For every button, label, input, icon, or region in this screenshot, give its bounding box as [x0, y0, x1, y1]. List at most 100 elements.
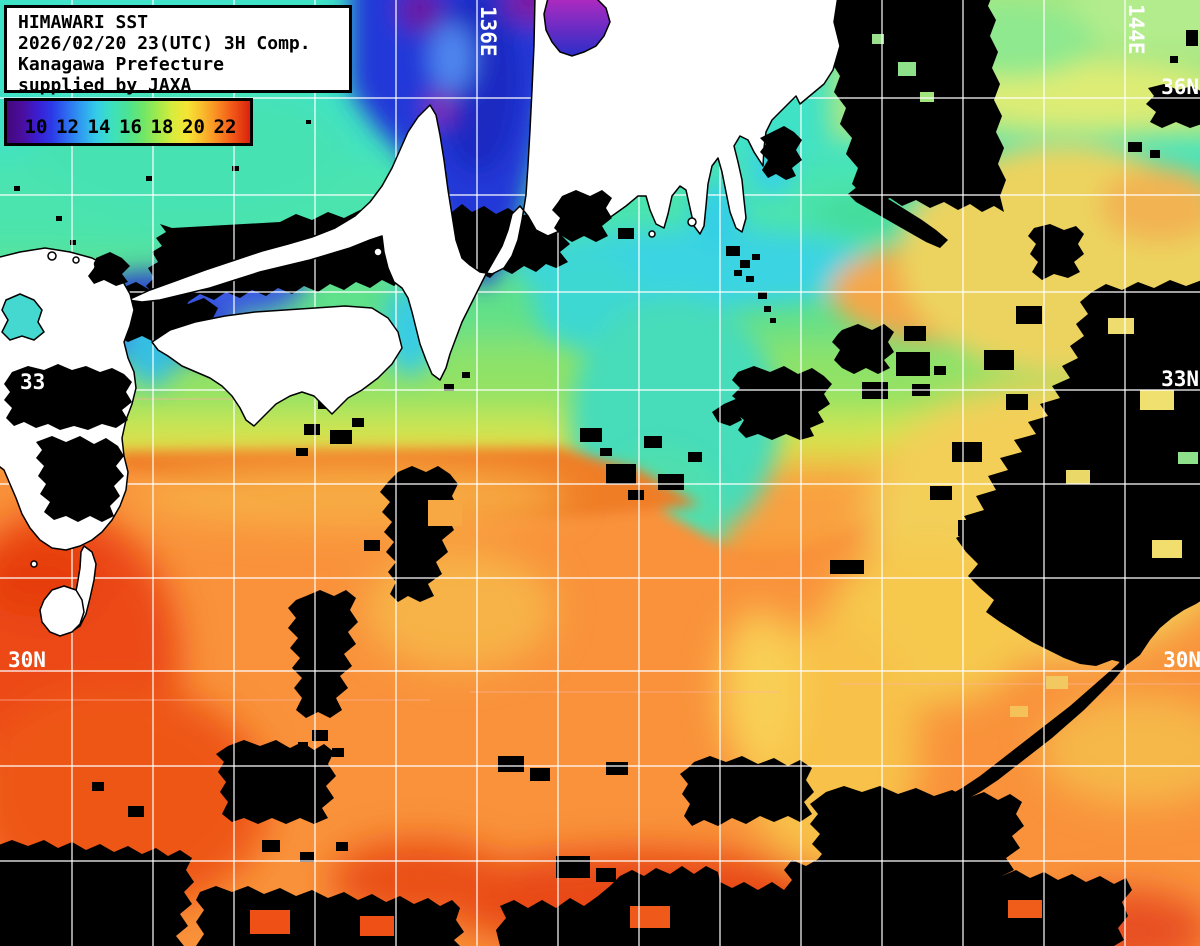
- cloud-hole: [898, 62, 916, 76]
- cloud-speck: [70, 240, 76, 245]
- cloud-blob: [1146, 84, 1200, 128]
- cloud-speck: [56, 216, 62, 221]
- lat-label-33n-right: 33N: [1161, 367, 1199, 391]
- cloud-speck: [1016, 306, 1042, 324]
- cloud-speck: [462, 372, 470, 378]
- cloud-izu-island: [758, 292, 767, 299]
- cold-lake-bay: [543, 0, 611, 57]
- cloud-speck: [306, 120, 311, 124]
- title-line-4: supplied by JAXA: [18, 75, 192, 96]
- cloud-speck: [596, 868, 616, 882]
- land-islet: [30, 560, 38, 568]
- sea-region: [1070, 0, 1200, 50]
- cloud-hole: [360, 916, 394, 936]
- cloud-speck: [1128, 142, 1142, 152]
- cloud-streak: [848, 186, 948, 248]
- cloud-hachijo: [732, 366, 832, 440]
- title-box: HIMAWARI SST 2026/02/20 23(UTC) 3H Comp.…: [4, 5, 352, 96]
- cloud-izu-island: [752, 254, 760, 260]
- cloud-speck: [658, 474, 684, 490]
- cloud-izu-island: [746, 276, 754, 282]
- land-islet: [648, 230, 656, 238]
- lon-label-136e: 136E: [476, 6, 500, 57]
- land-islet: [687, 217, 697, 227]
- cloud-blob: [288, 590, 358, 718]
- cloud-speck: [530, 768, 550, 781]
- cloud-hole: [872, 34, 884, 44]
- sea-region: [720, 610, 800, 770]
- cloud-speck: [688, 452, 702, 462]
- cloud-bottom-left: [0, 840, 194, 946]
- colorbar-tick-18: 18: [151, 116, 174, 138]
- cloud-speck: [1170, 56, 1178, 63]
- cloud-speck: [304, 424, 320, 435]
- cloud-hole: [1140, 390, 1174, 410]
- title-line-1: HIMAWARI SST: [18, 12, 148, 33]
- cloud-speck: [1186, 30, 1198, 46]
- colorbar-tick-22: 22: [214, 116, 237, 138]
- cloud-izu-island: [764, 306, 771, 312]
- lon-label-144e: 144E: [1124, 4, 1148, 55]
- sea-region: [1040, 695, 1200, 805]
- sea-region: [960, 63, 1200, 127]
- cloud-ise: [552, 190, 612, 242]
- cloud-cluster: [832, 324, 894, 374]
- colorbar-tick-20: 20: [182, 116, 205, 138]
- cloud-hole: [1046, 676, 1068, 689]
- cloud-speck: [952, 442, 982, 462]
- land-yakushima: [39, 585, 85, 637]
- title-line-3: Kanagawa Prefecture: [18, 54, 224, 75]
- cloud-speck: [300, 852, 314, 862]
- cloud-hole: [428, 500, 462, 526]
- cloud-bottom-center: [680, 756, 814, 826]
- cloud-hole: [1108, 318, 1134, 334]
- land-shikoku: [151, 305, 403, 427]
- cloud-33-island: [4, 364, 132, 430]
- cloud-hole: [1010, 706, 1028, 717]
- cloud-speck: [958, 520, 984, 536]
- cloud-speck: [312, 730, 328, 741]
- cloud-hole: [250, 910, 290, 934]
- cloud-speck: [1006, 394, 1028, 410]
- sea-purple-patch: [398, 0, 442, 32]
- cloud-speck: [262, 840, 280, 852]
- cloud-kanto: [760, 126, 802, 180]
- land-islet: [373, 247, 383, 257]
- cloud-top-right-mass: [826, 0, 1006, 212]
- sea-region: [430, 23, 474, 93]
- title-line-2: 2026/02/20 23(UTC) 3H Comp.: [18, 33, 311, 54]
- cloud-hole: [1066, 470, 1090, 484]
- cloud-speck: [606, 762, 628, 775]
- colorbar-tick-12: 12: [56, 116, 79, 138]
- cloud-speck: [332, 748, 344, 757]
- land-islet: [47, 251, 57, 261]
- cloud-speck: [556, 856, 590, 878]
- cloud-speck: [364, 540, 380, 551]
- cloud-speck: [984, 350, 1014, 370]
- cloud-speck: [296, 448, 308, 456]
- cloud-speck: [92, 782, 104, 791]
- cloud-speck: [14, 186, 20, 191]
- cloud-izu-island: [734, 270, 742, 276]
- cloud-speck: [930, 486, 952, 500]
- cloud-speck: [336, 842, 348, 851]
- cloud-blob: [1028, 224, 1084, 280]
- lat-label-30n-right: 30N: [1163, 648, 1200, 672]
- land-cloud-layer: [4, 126, 802, 522]
- cloud-speck: [904, 326, 926, 341]
- colorbar-gradient: [4, 98, 253, 146]
- land-honshu: [127, 0, 841, 381]
- cloud-speck: [580, 428, 602, 442]
- cloud-speck: [628, 490, 644, 500]
- title-box-frame: [4, 5, 352, 93]
- land-islet: [72, 256, 80, 264]
- grid-labels: 136E 144E 36N 33N 33 30N 30N: [8, 4, 1200, 672]
- cloud-blob: [216, 740, 336, 824]
- lat-label-33-left: 33: [20, 370, 45, 394]
- cloud-kyushu-south: [36, 436, 124, 522]
- inland-water-layer: [1, 0, 611, 341]
- lat-label-36n: 36N: [1161, 75, 1199, 99]
